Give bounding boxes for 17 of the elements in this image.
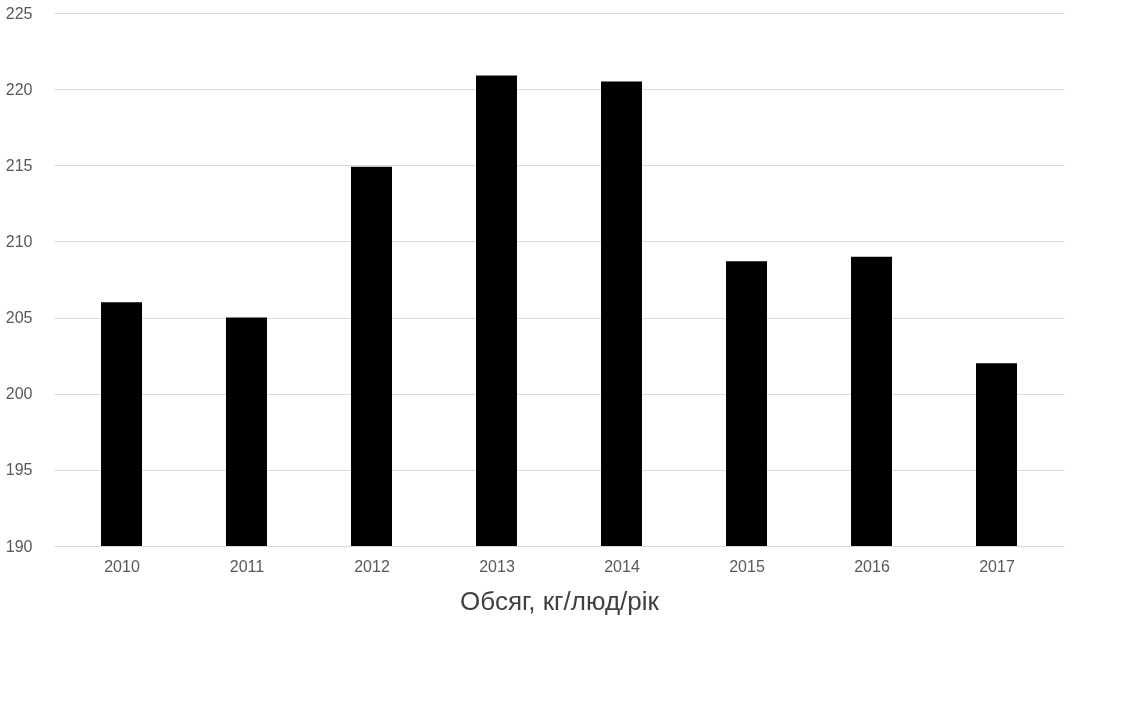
x-axis-title: Обсяг, кг/люд/рік <box>460 585 660 616</box>
y-tick-label: 200 <box>5 385 33 403</box>
y-tick-label: 215 <box>5 156 33 174</box>
x-tick-label: 2015 <box>729 557 765 575</box>
y-tick-label: 210 <box>5 232 33 250</box>
x-tick-label: 2016 <box>854 557 890 575</box>
x-tick-label: 2012 <box>354 557 390 575</box>
x-tick-label: 2017 <box>979 557 1015 575</box>
y-tick-label: 225 <box>5 4 33 22</box>
x-tick-label: 2013 <box>479 557 515 575</box>
y-tick-label: 220 <box>5 80 33 98</box>
x-tick-label: 2010 <box>104 557 140 575</box>
y-tick-label: 190 <box>5 537 33 555</box>
y-tick-label: 205 <box>5 309 33 327</box>
x-tick-label: 2014 <box>604 557 640 575</box>
y-tick-label: 195 <box>5 461 33 479</box>
x-tick-label: 2011 <box>229 557 265 575</box>
